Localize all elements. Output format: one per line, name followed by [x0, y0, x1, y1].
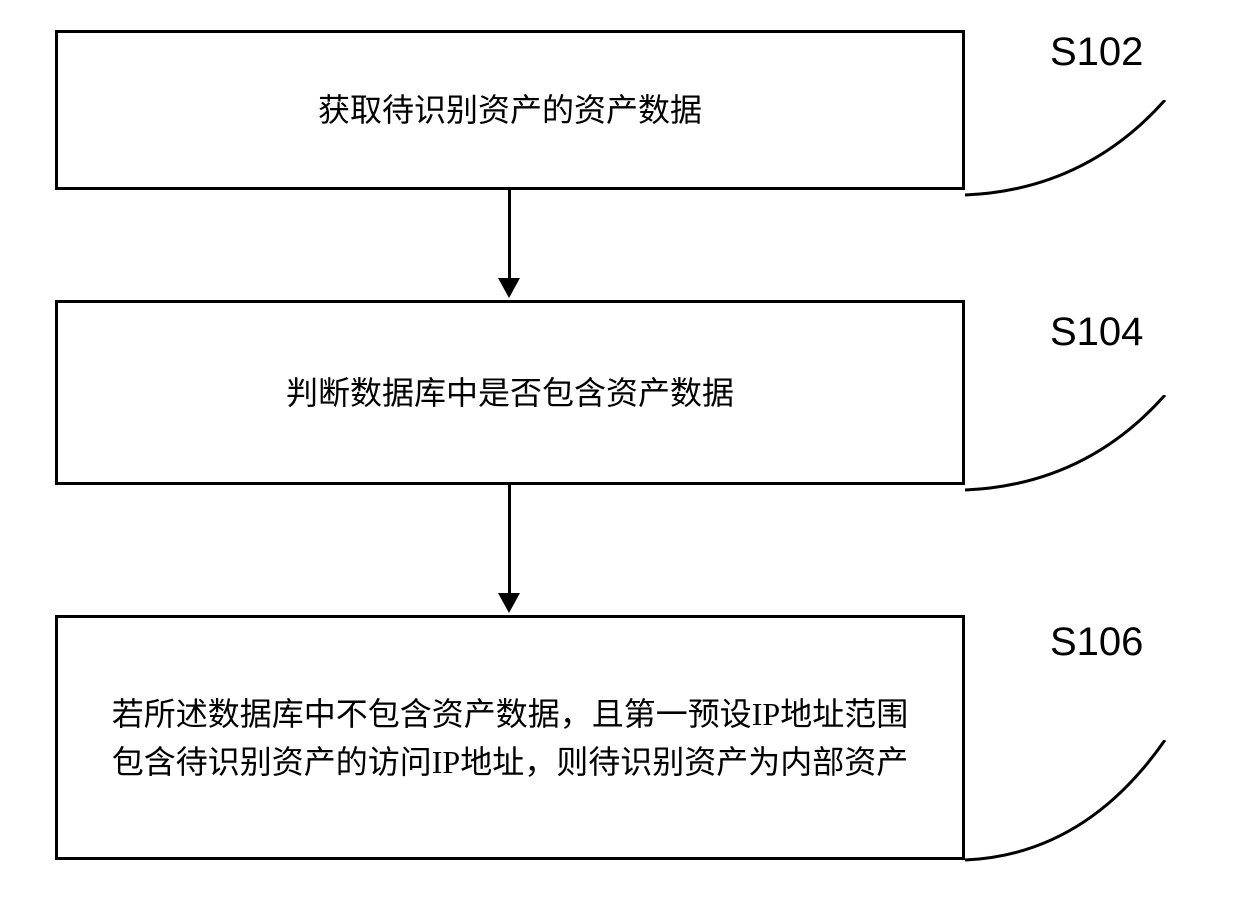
flow-arrow-1-line	[508, 190, 511, 280]
flow-arrow-1-head	[498, 278, 520, 298]
swoosh-s106	[965, 740, 1225, 890]
flowchart-canvas: 获取待识别资产的资产数据 S102 判断数据库中是否包含资产数据 S104 若所…	[0, 0, 1239, 922]
flow-node-text: 判断数据库中是否包含资产数据	[286, 369, 734, 417]
flow-arrow-2-head	[498, 593, 520, 613]
step-label-s104: S104	[1050, 310, 1143, 355]
swoosh-s104	[965, 395, 1225, 525]
flow-node-s102: 获取待识别资产的资产数据	[55, 30, 965, 190]
flow-node-s104: 判断数据库中是否包含资产数据	[55, 300, 965, 485]
step-label-s102: S102	[1050, 30, 1143, 75]
flow-arrow-2-line	[508, 485, 511, 595]
swoosh-s102	[965, 100, 1225, 230]
flow-node-s106: 若所述数据库中不包含资产数据，且第一预设IP地址范围包含待识别资产的访问IP地址…	[55, 615, 965, 860]
flow-node-text: 若所述数据库中不包含资产数据，且第一预设IP地址范围包含待识别资产的访问IP地址…	[100, 690, 920, 786]
flow-node-text: 获取待识别资产的资产数据	[318, 86, 702, 134]
step-label-s106: S106	[1050, 620, 1143, 665]
